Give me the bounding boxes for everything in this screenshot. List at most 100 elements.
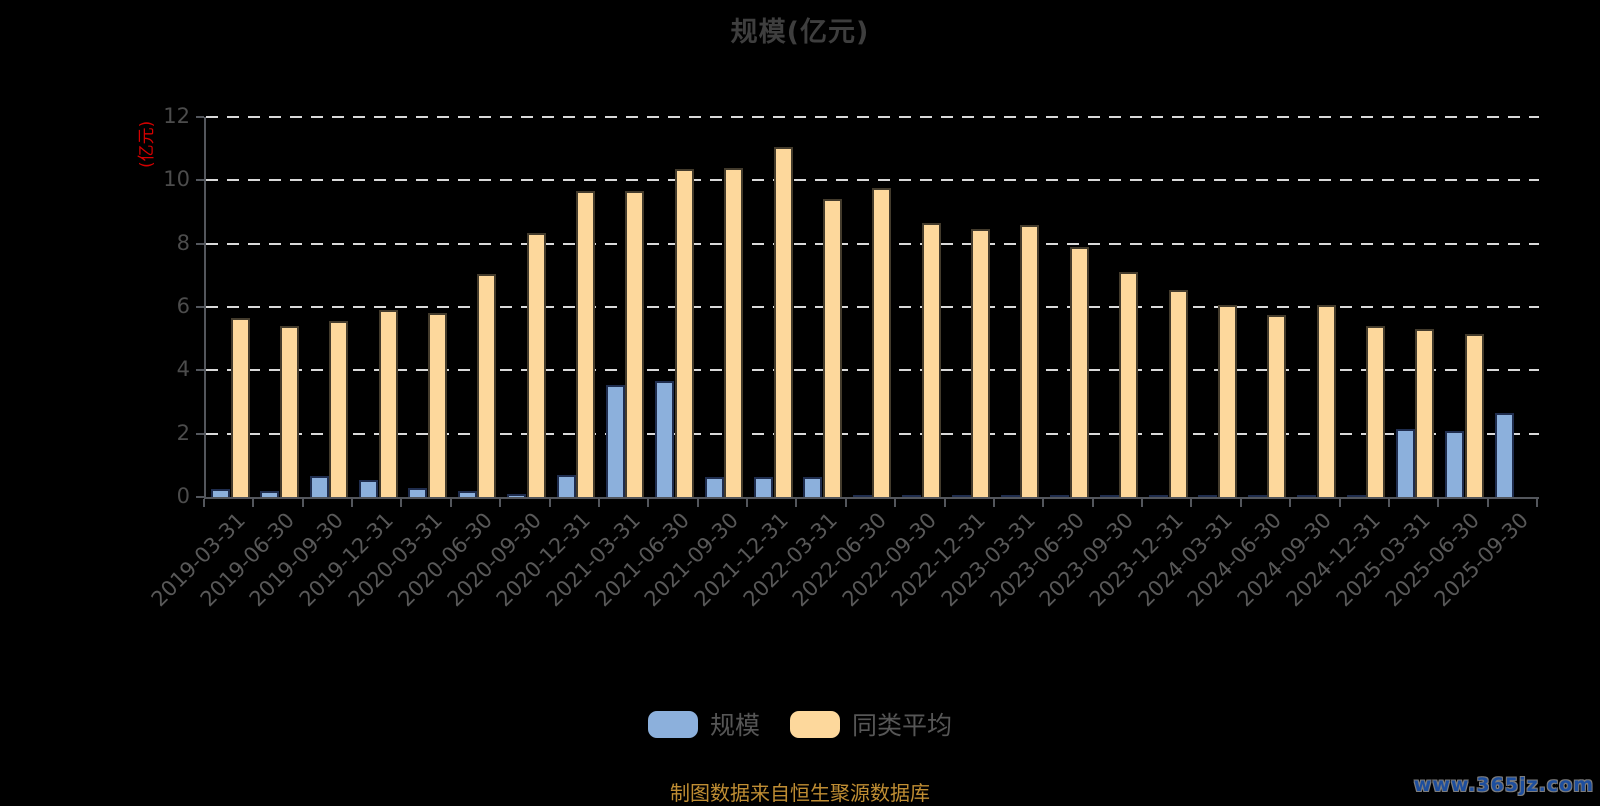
x-tick-mark	[1338, 499, 1341, 507]
bar-scale[interactable]	[260, 491, 280, 497]
legend: 规模 同类平均	[0, 706, 1600, 742]
x-tick-mark	[400, 499, 403, 507]
x-tick-mark	[943, 499, 946, 507]
bar-scale[interactable]	[507, 494, 527, 497]
bar-scale[interactable]	[704, 477, 724, 497]
source-note: 制图数据来自恒生聚源数据库	[670, 781, 930, 805]
bar-scale[interactable]	[1494, 413, 1514, 497]
bar-average[interactable]	[674, 169, 694, 497]
bar-scale[interactable]	[803, 477, 823, 497]
y-tick-label: 8	[176, 230, 190, 255]
x-tick-mark	[449, 499, 452, 507]
bar-scale[interactable]	[902, 495, 922, 497]
x-tick-mark	[844, 499, 847, 507]
x-tick-mark	[1536, 499, 1538, 507]
bar-scale[interactable]	[457, 490, 477, 497]
bar-average[interactable]	[477, 273, 497, 497]
bar-scale[interactable]	[655, 381, 675, 497]
x-tick-mark	[252, 499, 255, 507]
y-tick-label: 12	[163, 104, 190, 128]
bar-scale[interactable]	[605, 384, 625, 497]
bar-scale[interactable]	[1346, 495, 1366, 497]
bar-scale[interactable]	[852, 495, 872, 497]
bar-average[interactable]	[1069, 246, 1089, 497]
bar-scale[interactable]	[309, 476, 329, 497]
bar-average[interactable]	[1119, 272, 1139, 497]
bar-average[interactable]	[230, 318, 250, 497]
bar-scale[interactable]	[951, 495, 971, 497]
x-tick-mark	[894, 499, 897, 507]
x-tick-mark	[1289, 499, 1292, 507]
bar-average[interactable]	[378, 310, 398, 497]
bar-average[interactable]	[1020, 224, 1040, 497]
y-tick-mark	[196, 496, 204, 498]
bar-scale[interactable]	[754, 477, 774, 497]
x-tick-mark	[597, 499, 600, 507]
legend-item-average[interactable]: 同类平均	[790, 706, 952, 742]
bar-scale[interactable]	[408, 487, 428, 497]
bar-average[interactable]	[971, 229, 991, 497]
bar-average[interactable]	[526, 232, 546, 497]
x-tick-mark	[1486, 499, 1489, 507]
bar-scale[interactable]	[1395, 428, 1415, 497]
x-tick-mark	[1437, 499, 1440, 507]
grid-line	[206, 179, 1539, 182]
x-tick-mark	[696, 499, 699, 507]
y-tick-mark	[196, 432, 204, 435]
bar-average[interactable]	[1217, 305, 1237, 497]
bar-average[interactable]	[576, 191, 596, 497]
x-tick-mark	[1141, 499, 1144, 507]
bar-scale[interactable]	[1000, 495, 1020, 497]
legend-item-scale[interactable]: 规模	[647, 706, 760, 742]
bar-average[interactable]	[773, 147, 793, 497]
legend-swatch-average	[790, 710, 840, 738]
bar-average[interactable]	[1168, 289, 1188, 497]
x-tick-mark	[795, 499, 798, 507]
bar-scale[interactable]	[1198, 495, 1218, 497]
x-tick-mark	[301, 499, 304, 507]
bar-scale[interactable]	[1050, 495, 1070, 497]
y-tick-label: 4	[176, 357, 190, 382]
y-tick-label: 6	[176, 294, 190, 318]
x-tick-mark	[992, 499, 995, 507]
bar-scale[interactable]	[211, 489, 230, 497]
watermark: www.365jz.com	[1413, 774, 1594, 796]
bar-average[interactable]	[279, 326, 299, 497]
plot-area	[204, 116, 1539, 499]
bar-scale[interactable]	[359, 479, 379, 497]
legend-swatch-scale	[647, 710, 698, 738]
x-tick-mark	[647, 499, 650, 507]
x-tick-mark	[1239, 499, 1242, 507]
x-tick-mark	[1091, 499, 1094, 507]
x-tick-mark	[1190, 499, 1193, 507]
bar-scale[interactable]	[1099, 495, 1119, 497]
chart-title: 规模(亿元)	[730, 17, 870, 48]
bar-average[interactable]	[1267, 314, 1287, 497]
bar-average[interactable]	[724, 167, 744, 497]
bar-scale[interactable]	[556, 474, 576, 497]
bar-average[interactable]	[329, 321, 349, 497]
bar-scale[interactable]	[1297, 495, 1317, 497]
y-tick-mark	[196, 369, 204, 372]
x-tick-mark	[1387, 499, 1390, 507]
bar-average[interactable]	[872, 188, 892, 497]
legend-label: 同类平均	[852, 711, 953, 740]
x-tick-mark	[1042, 499, 1045, 507]
bar-average[interactable]	[1464, 333, 1484, 497]
bar-scale[interactable]	[1149, 495, 1169, 497]
bar-average[interactable]	[625, 191, 645, 497]
bar-average[interactable]	[1366, 326, 1386, 497]
bar-average[interactable]	[921, 223, 941, 497]
bar-scale[interactable]	[1247, 495, 1267, 497]
bar-average[interactable]	[427, 313, 447, 497]
bar-average[interactable]	[1415, 329, 1435, 497]
bar-scale[interactable]	[1445, 430, 1465, 497]
y-tick-mark	[196, 116, 204, 118]
x-tick-mark	[203, 499, 205, 507]
x-tick-mark	[499, 499, 502, 507]
x-tick-mark	[351, 499, 354, 507]
bar-average[interactable]	[822, 199, 842, 497]
grid-line	[206, 116, 1539, 118]
x-tick-mark	[548, 499, 551, 507]
bar-average[interactable]	[1316, 305, 1336, 497]
